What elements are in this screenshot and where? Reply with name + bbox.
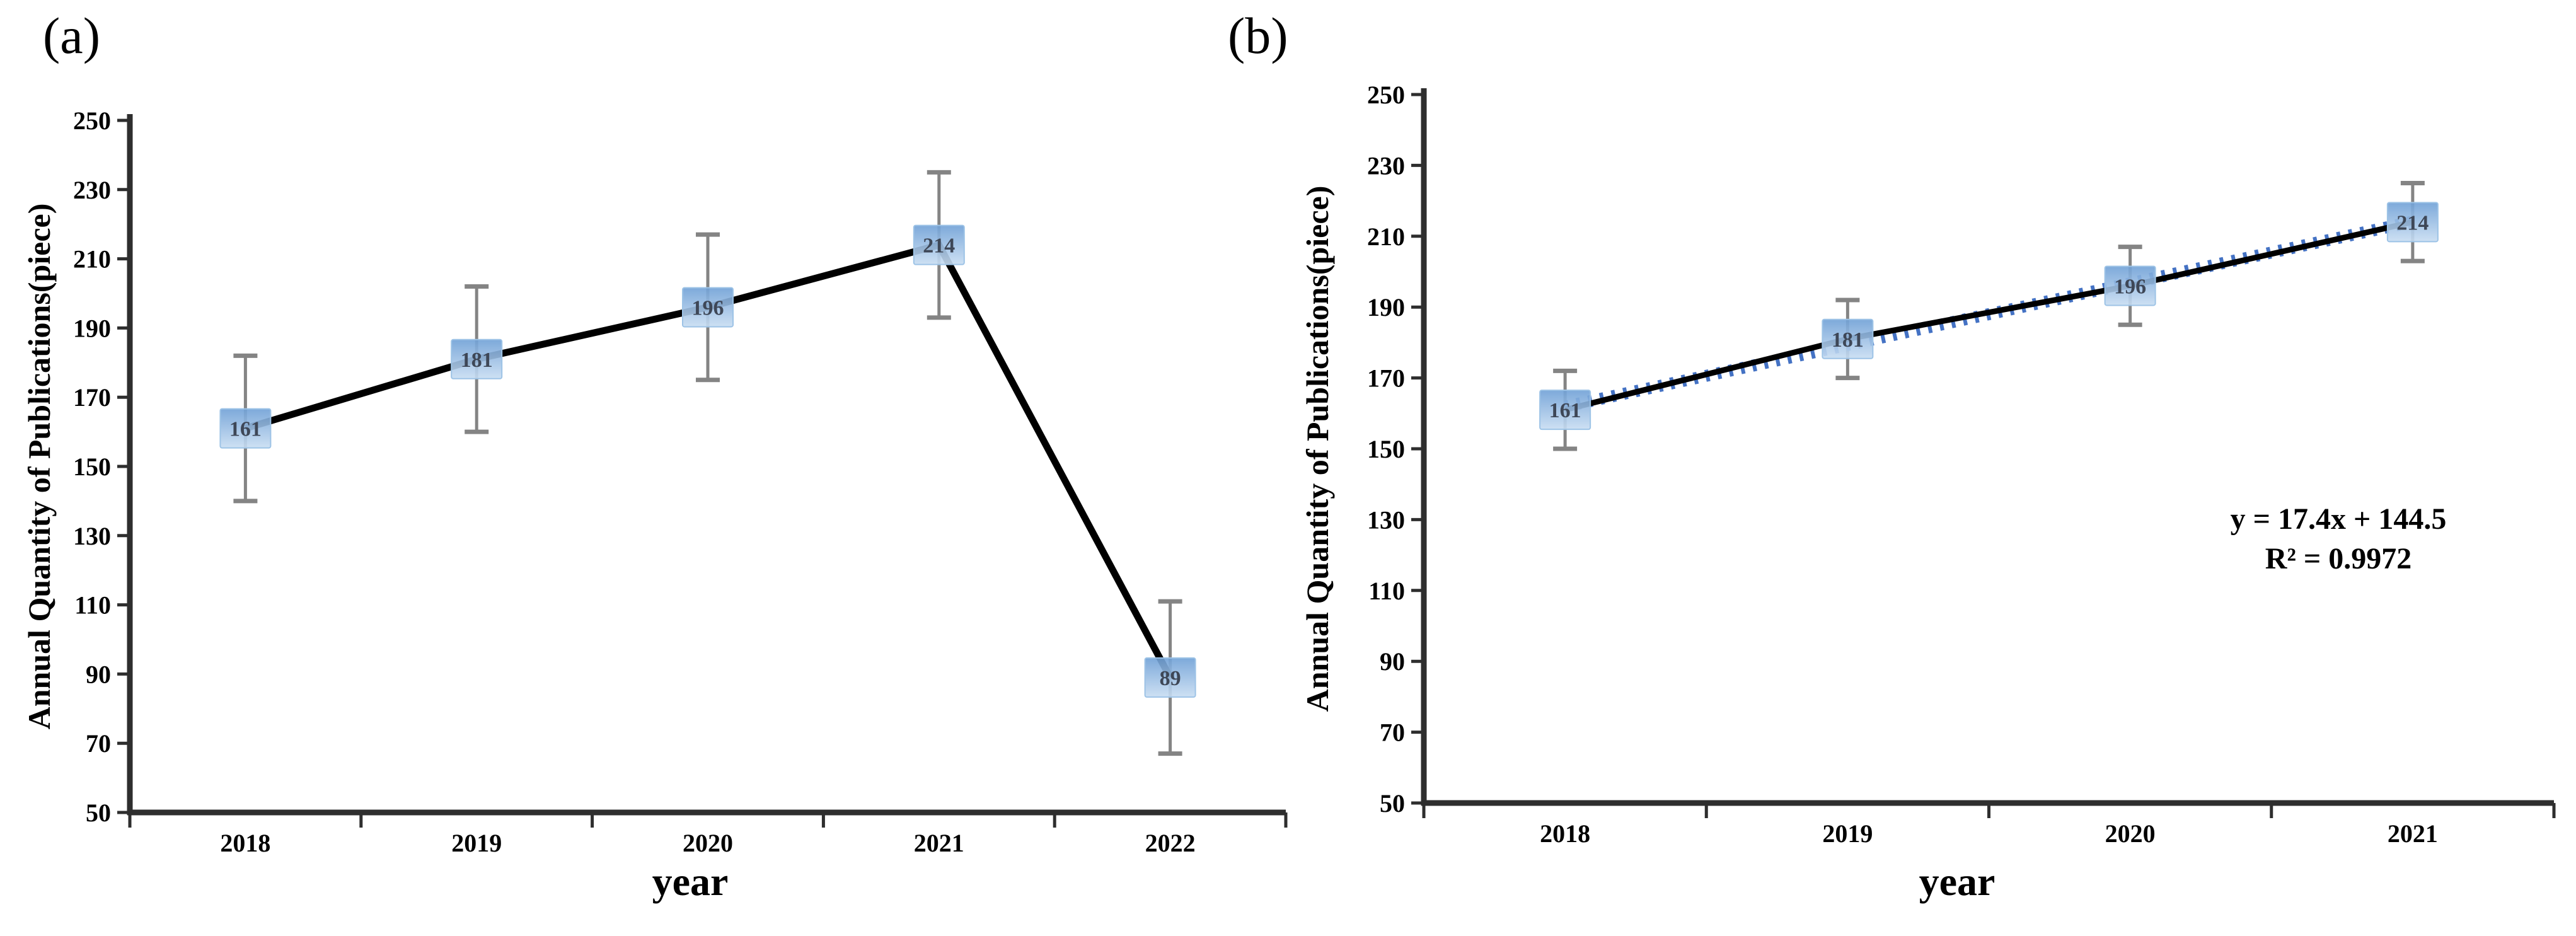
y-axis-tick-label: 170	[73, 383, 111, 412]
y-axis-tick-label: 90	[1380, 647, 1405, 676]
x-axis-tick-label: 2019	[1822, 819, 1873, 848]
trendline-r-squared: R² = 0.9972	[2265, 542, 2412, 575]
y-axis-tick-label: 150	[1367, 435, 1405, 463]
data-point-marker	[2104, 265, 2156, 306]
x-axis-tick-label: 2018	[220, 829, 270, 857]
y-axis-tick-label: 110	[74, 591, 111, 620]
data-point-marker	[219, 408, 272, 449]
data-point-label: 214	[923, 234, 955, 258]
panel-b-tag: (b)	[1228, 7, 1288, 64]
y-axis-tick-label: 250	[73, 107, 111, 135]
data-point-label: 181	[1832, 328, 1864, 352]
x-axis-tick-label: 2022	[1145, 829, 1196, 857]
y-axis-tick-label: 130	[73, 522, 111, 550]
data-point-marker	[2386, 202, 2439, 243]
y-axis-tick-label: 170	[1367, 364, 1405, 393]
x-axis-tick-label: 2021	[2388, 819, 2438, 848]
panel-a-tag: (a)	[43, 7, 101, 64]
y-axis-tick-label: 70	[86, 729, 111, 758]
data-point-marker	[451, 338, 503, 379]
data-series-line	[1564, 219, 2413, 413]
data-point-marker	[1144, 657, 1196, 698]
data-point-marker	[1822, 318, 1874, 359]
data-point-label: 196	[692, 296, 724, 320]
data-point-marker	[1539, 390, 1591, 430]
data-point-marker	[913, 224, 965, 265]
panel-b-x-axis-title: year	[1919, 859, 1996, 904]
y-axis-tick-label: 230	[1367, 151, 1405, 180]
y-axis-tick-label: 210	[1367, 222, 1405, 251]
data-point-label: 196	[2114, 275, 2146, 298]
y-axis-tick-label: 50	[1380, 789, 1405, 818]
panel-a-x-axis-title: year	[652, 859, 729, 904]
x-axis-tick-label: 2021	[914, 829, 964, 857]
x-axis-tick-label: 2019	[451, 829, 502, 857]
y-axis-tick-label: 250	[1367, 81, 1405, 109]
y-axis-tick-label: 150	[73, 453, 111, 481]
y-axis-tick-label: 230	[73, 176, 111, 204]
data-point-label: 89	[1160, 667, 1181, 690]
data-point-label: 161	[229, 418, 262, 441]
y-axis-tick-label: 190	[1367, 293, 1405, 321]
x-axis-tick-label: 2020	[683, 829, 733, 857]
x-axis-tick-label: 2020	[2105, 819, 2156, 848]
data-point-label: 181	[461, 349, 493, 372]
trendline-equation: y = 17.4x + 144.5	[2230, 502, 2447, 536]
data-point-label: 161	[1549, 399, 1581, 422]
y-axis-tick-label: 110	[1368, 577, 1405, 605]
data-point-marker	[682, 287, 734, 328]
trendline-equation-block: y = 17.4x + 144.5 R² = 0.9972	[2231, 499, 2447, 579]
y-axis-tick-label: 70	[1380, 719, 1405, 747]
y-axis-tick-label: 130	[1367, 506, 1405, 534]
y-axis-tick-label: 90	[86, 660, 111, 688]
x-axis-tick-label: 2018	[1540, 819, 1590, 848]
y-axis-tick-label: 50	[86, 799, 111, 827]
y-axis-tick-label: 190	[73, 314, 111, 342]
data-point-label: 214	[2396, 211, 2429, 234]
y-axis-tick-label: 210	[73, 245, 111, 274]
